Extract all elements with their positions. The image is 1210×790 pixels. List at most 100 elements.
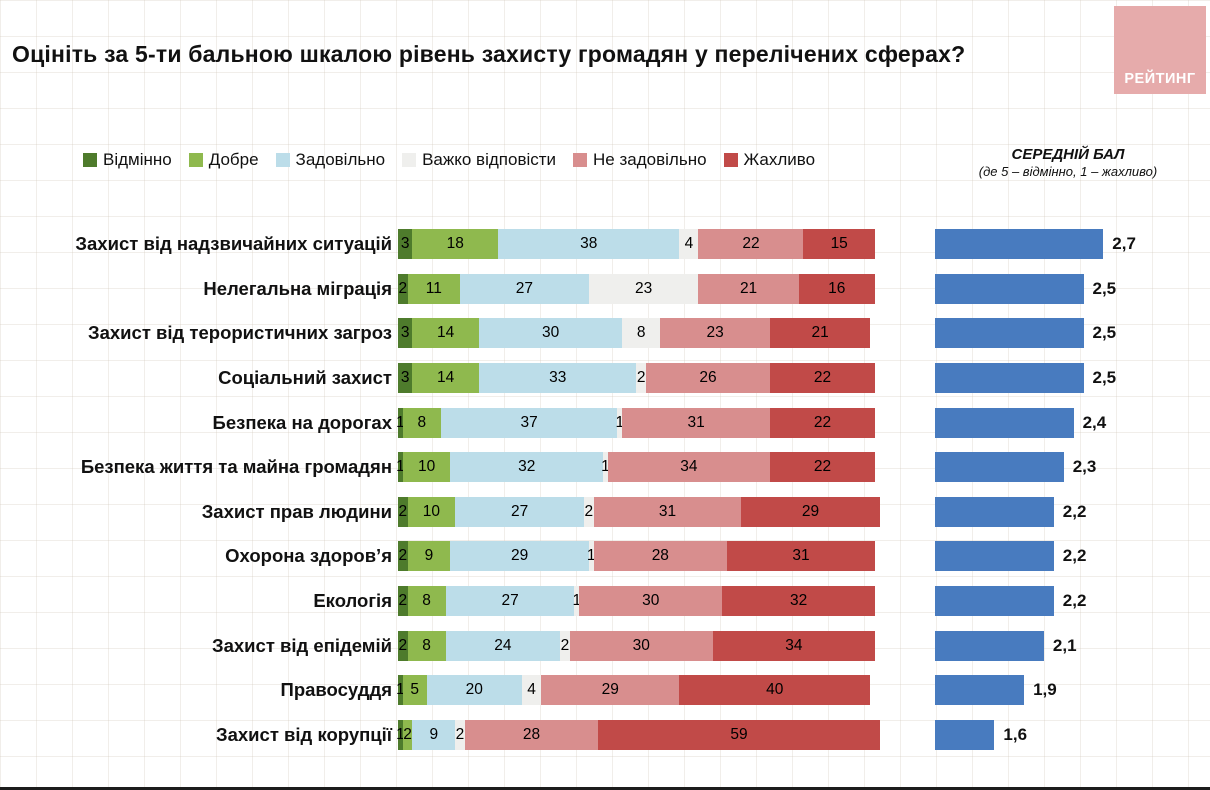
bar-segment: 18 [412,229,499,260]
segment-value: 2 [398,502,408,520]
segment-value: 30 [541,324,560,342]
segment-value: 34 [785,636,803,654]
segment-value: 21 [811,324,829,342]
stacked-bar: 3 14 30 8 23 21 [398,318,880,349]
stacked-bar: 1 2 9 2 28 59 [396,719,880,750]
category-label: Нелегальна міграція [203,277,392,299]
bar-segment: 23 [588,273,699,304]
legend-swatch [83,153,97,167]
segment-value: 10 [417,458,436,476]
legend-swatch [573,153,588,167]
average-bar-wrap: 1,6 [935,719,1027,750]
segment-value: 29 [801,502,820,520]
bar-segment: 2 [398,541,408,572]
legend-item: Важко відповісти [402,150,556,170]
segment-value: 2 [584,502,594,520]
segment-value: 2 [636,369,646,387]
average-value: 2,1 [1052,635,1077,655]
average-value: 2,4 [1082,412,1107,432]
stacked-bar: 2 9 29 1 28 31 [398,541,880,572]
page-title: Оцініть за 5-ти бальною шкалою рівень за… [12,41,966,68]
average-value: 2,2 [1062,591,1087,611]
average-value: 1,9 [1033,680,1057,700]
bar-segment: 32 [450,452,604,483]
legend-label: Не задовільно [593,150,707,169]
bar-segment: 2 [636,363,646,394]
average-bar [935,407,1074,438]
segment-value: 2 [398,636,408,654]
segment-value: 4 [684,235,694,253]
legend-label: Жахливо [743,150,816,169]
bar-segment: 4 [522,675,542,706]
category-label: Безпека життя та майна громадян [80,456,392,478]
segment-value: 1 [396,458,405,476]
legend-swatch [275,153,290,167]
category-label: Екологія [313,590,392,612]
segment-value: 22 [813,458,832,476]
segment-value: 1 [396,725,405,743]
chart-rows: Захист від надзвичайних ситуацій 3 18 38 4 22… [12,222,1136,757]
bar-segment: 3 [398,229,413,260]
segment-value: 28 [522,725,541,743]
segment-value: 33 [549,369,567,387]
segment-value: 2 [398,279,408,297]
bar-segment: 27 [445,586,575,617]
segment-value: 1 [396,681,405,699]
legend-label: Задовільно [295,150,386,169]
segment-value: 10 [422,502,440,520]
legend-item: Добре [188,150,259,170]
average-bar-wrap: 2,2 [935,586,1087,617]
segment-value: 38 [580,235,598,253]
average-bar [935,630,1044,661]
segment-value: 27 [510,502,529,520]
segment-value: 14 [437,369,455,387]
bar-segment: 8 [402,407,441,438]
bar-segment: 22 [770,407,875,438]
category-label: Захист від надзвичайних ситуацій [75,233,392,255]
bar-segment: 24 [445,630,561,661]
segment-value: 40 [766,681,784,699]
average-bar-wrap: 2,1 [935,630,1077,661]
bar-segment: 21 [770,318,871,349]
chart-row: Безпека життя та майна громадян 1 10 32 1 34 2… [12,445,1136,490]
average-bar [935,273,1084,304]
segment-value: 3 [400,369,410,387]
bar-segment: 29 [741,496,880,527]
bar-segment: 10 [402,452,451,483]
chart-row: Екологія 2 8 27 1 30 32 2,2 [12,579,1136,624]
bar-segment: 1 [396,407,405,438]
segment-value: 29 [601,681,619,699]
segment-value: 2 [403,725,412,743]
bar-segment: 31 [593,496,742,527]
bar-segment: 30 [479,318,623,349]
chart-legend: Відмінно Добре Задовільно Важко відповісти Н… [83,150,815,170]
average-bar-wrap: 2,2 [935,496,1086,527]
legend-item: Не задовільно [573,150,707,170]
bar-segment: 3 [398,318,413,349]
bar-segment: 8 [407,630,446,661]
bar-segment: 31 [622,407,771,438]
average-score-subtitle: (де 5 – відмінно, 1 – жахливо) [978,164,1158,179]
segment-value: 8 [636,324,646,342]
segment-value: 31 [658,502,677,520]
bar-segment: 31 [727,541,875,572]
bar-segment: 2 [584,496,594,527]
bar-segment: 38 [498,229,680,260]
average-value: 2,7 [1112,234,1136,254]
chart-row: Захист прав людини 2 10 27 2 31 29 2,2 [12,490,1136,535]
bar-segment: 9 [407,541,451,572]
chart-row: Безпека на дорогах 1 8 37 1 31 22 2,4 [12,400,1136,445]
average-bar [935,586,1054,617]
bar-segment: 8 [622,318,661,349]
bar-segment: 1 [573,586,581,617]
legend-label: Важко відповісти [422,150,557,169]
stacked-bar: 3 18 38 4 22 15 [398,229,880,260]
bar-segment: 2 [402,719,413,750]
segment-value: 29 [510,547,529,565]
stacked-bar: 2 8 24 2 30 34 [398,630,880,661]
bar-segment: 4 [679,229,699,260]
segment-value: 34 [680,458,698,476]
average-bar-wrap: 2,5 [935,318,1116,349]
bar-segment: 27 [455,496,584,527]
average-bar-wrap: 2,4 [935,407,1107,438]
